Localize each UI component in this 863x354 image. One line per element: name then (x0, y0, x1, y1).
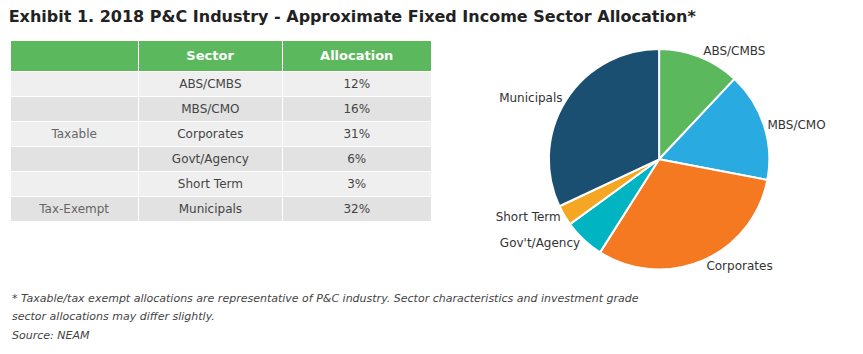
svg-text:3%: 3% (347, 177, 366, 191)
svg-text:Source: NEAM: Source: NEAM (12, 329, 90, 342)
svg-text:Allocation: Allocation (320, 48, 393, 63)
svg-text:Sector: Sector (186, 48, 234, 63)
svg-text:Municipals: Municipals (179, 202, 242, 216)
svg-text:ABS/CMBS: ABS/CMBS (179, 77, 241, 91)
svg-text:Taxable: Taxable (50, 127, 97, 141)
svg-text:Govt/Agency: Govt/Agency (172, 152, 249, 166)
svg-text:12%: 12% (343, 77, 370, 91)
svg-text:Tax-Exempt: Tax-Exempt (38, 202, 109, 216)
svg-text:16%: 16% (343, 102, 370, 116)
svg-text:sector allocations may differ: sector allocations may differ slightly. (12, 310, 215, 323)
svg-text:Gov't/Agency: Gov't/Agency (500, 236, 580, 250)
svg-text:Corporates: Corporates (706, 259, 772, 273)
svg-text:* Taxable/tax exempt allocatio: * Taxable/tax exempt allocations are rep… (12, 292, 639, 305)
svg-text:MBS/CMO: MBS/CMO (767, 118, 825, 132)
svg-text:Exhibit 1. 2018 P&C Industry -: Exhibit 1. 2018 P&C Industry - Approxima… (9, 7, 697, 26)
svg-text:Short Term: Short Term (178, 177, 243, 191)
svg-text:31%: 31% (343, 127, 370, 141)
svg-text:Short Term: Short Term (496, 210, 561, 224)
svg-text:Municipals: Municipals (499, 91, 562, 105)
svg-text:MBS/CMO: MBS/CMO (181, 102, 239, 116)
svg-text:Corporates: Corporates (177, 127, 243, 141)
svg-text:ABS/CMBS: ABS/CMBS (703, 44, 765, 58)
svg-text:32%: 32% (343, 202, 370, 216)
svg-text:6%: 6% (347, 152, 366, 166)
